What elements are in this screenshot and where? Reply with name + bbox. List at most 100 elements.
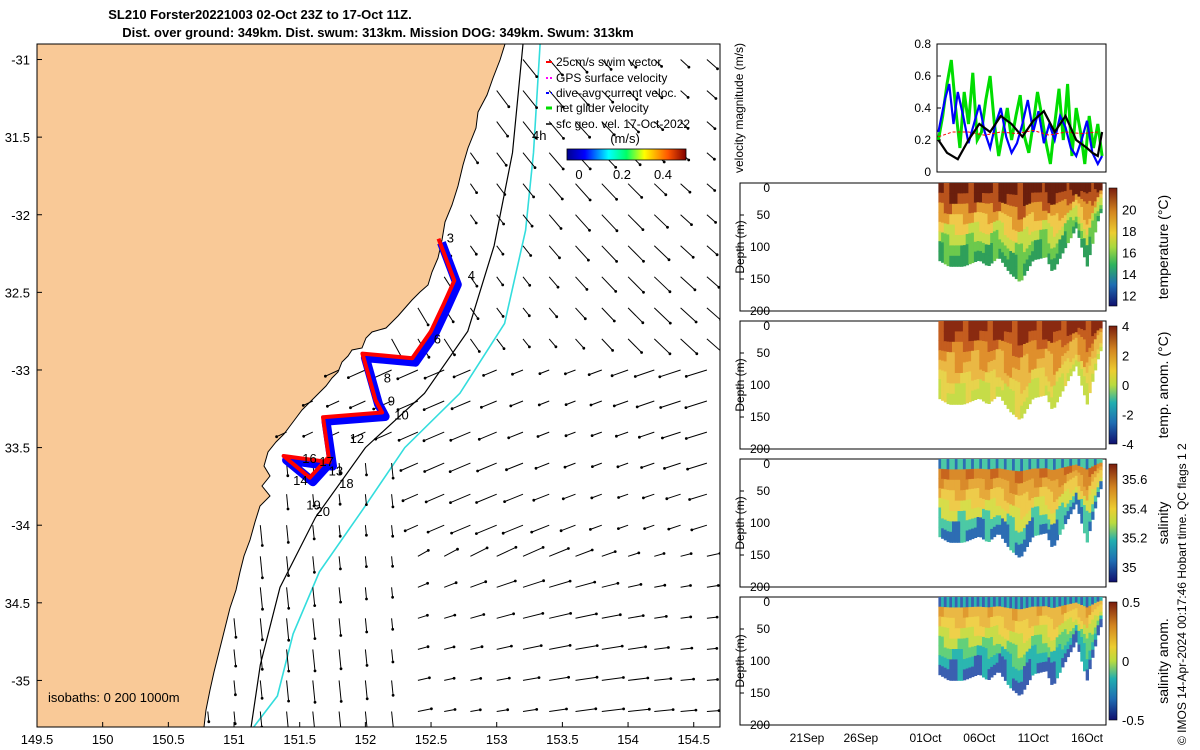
section-cell	[1023, 631, 1027, 644]
velocity-vector	[575, 307, 586, 320]
section-cell	[976, 183, 980, 194]
section-cell	[1014, 332, 1019, 346]
section-cell	[1093, 357, 1098, 365]
waypoint-label: 20	[316, 504, 330, 519]
velocity-vector-head	[313, 570, 316, 574]
section-cell	[1025, 353, 1029, 366]
section-cell	[1023, 240, 1027, 253]
velocity-vector	[364, 711, 368, 727]
velocity-vector-head	[714, 97, 718, 100]
section-cell	[1055, 647, 1059, 659]
section-cell	[979, 321, 983, 332]
velocity-vector-head	[340, 732, 343, 735]
section-cell	[1077, 354, 1081, 363]
velocity-vector-head	[637, 551, 641, 555]
section-cell	[990, 489, 994, 500]
velocity-vector	[575, 90, 589, 106]
section-cell	[1096, 463, 1100, 469]
section-cell	[1053, 502, 1057, 514]
section-cell	[960, 214, 964, 226]
velocity-vector	[476, 493, 497, 503]
section-cell	[1036, 506, 1040, 517]
section-cell	[1091, 481, 1095, 490]
section-cell	[1014, 183, 1019, 196]
section-cell	[1061, 200, 1065, 210]
velocity-vector	[628, 677, 648, 681]
section-cell	[1025, 502, 1029, 515]
section-cell	[1061, 485, 1065, 495]
velocity-vector	[470, 709, 481, 712]
section-cell	[1077, 327, 1081, 336]
section-cell	[987, 255, 991, 266]
section-cell	[973, 665, 978, 676]
velocity-vector-head	[612, 133, 616, 137]
section-cell	[979, 340, 983, 351]
section-cell	[1039, 662, 1043, 673]
section-cell	[990, 183, 994, 194]
velocity-vector	[450, 431, 471, 441]
velocity-vector	[276, 431, 287, 438]
section-cell	[992, 664, 997, 676]
section-cell	[1001, 528, 1005, 539]
velocity-vector-head	[667, 527, 671, 531]
section-cell	[1003, 331, 1008, 343]
section-cell	[1012, 528, 1016, 541]
section-cell	[1042, 183, 1046, 193]
velocity-vector	[628, 615, 644, 619]
velocity-vector-head	[422, 439, 426, 443]
section-colorbar	[1108, 601, 1118, 721]
section-cell	[949, 321, 953, 332]
velocity-vector-head	[541, 612, 545, 615]
section-cell	[946, 203, 950, 215]
section-cell	[1042, 248, 1046, 258]
velocity-vector	[476, 524, 497, 535]
section-cell	[1039, 606, 1043, 617]
section-cell	[938, 616, 942, 627]
section-cell	[990, 223, 994, 234]
velocity-vector-head	[641, 614, 645, 617]
section-cell	[1053, 215, 1057, 227]
section-cell	[946, 617, 950, 629]
section-cell	[1069, 217, 1073, 225]
section-cell	[952, 521, 956, 533]
section-cell	[1001, 616, 1005, 628]
colorbar-label: salinity	[1155, 502, 1171, 545]
section-cell	[1009, 515, 1013, 528]
section-cell	[1069, 334, 1073, 343]
section-cell	[1023, 470, 1027, 483]
section-cell	[1023, 263, 1027, 276]
section-cell	[1047, 193, 1051, 204]
section-cell	[1003, 373, 1008, 385]
velocity-vector-head	[642, 259, 645, 263]
section-cell	[1061, 373, 1065, 383]
section-cell	[979, 645, 983, 656]
section-cell	[1083, 330, 1087, 340]
section-cell	[979, 212, 983, 223]
section-cell	[1077, 479, 1081, 487]
section-cell	[1053, 374, 1057, 387]
section-cell	[998, 201, 1002, 212]
velocity-vector-head	[642, 496, 645, 500]
velocity-vector-head	[642, 290, 645, 294]
section-cell	[1036, 377, 1040, 388]
velocity-vector-head	[639, 583, 643, 586]
velocity-vector-head	[475, 501, 478, 504]
section-cell	[973, 350, 978, 361]
section-cell	[968, 321, 972, 332]
velocity-vector	[549, 644, 571, 650]
section-cell	[968, 637, 972, 648]
velocity-vector	[259, 680, 263, 699]
section-cell	[1063, 345, 1068, 354]
section-cell	[960, 393, 964, 405]
section-cell	[1069, 603, 1073, 612]
section-cell	[946, 459, 950, 470]
section-cell	[1050, 618, 1054, 631]
velocity-vector-head	[287, 574, 290, 577]
section-cell	[1050, 651, 1054, 664]
section-cell	[1006, 204, 1010, 217]
section-cell	[1077, 472, 1081, 480]
section-cell	[1061, 321, 1065, 331]
section-cell	[1050, 459, 1054, 471]
section-cell	[982, 242, 986, 254]
section-cell	[1044, 357, 1049, 368]
